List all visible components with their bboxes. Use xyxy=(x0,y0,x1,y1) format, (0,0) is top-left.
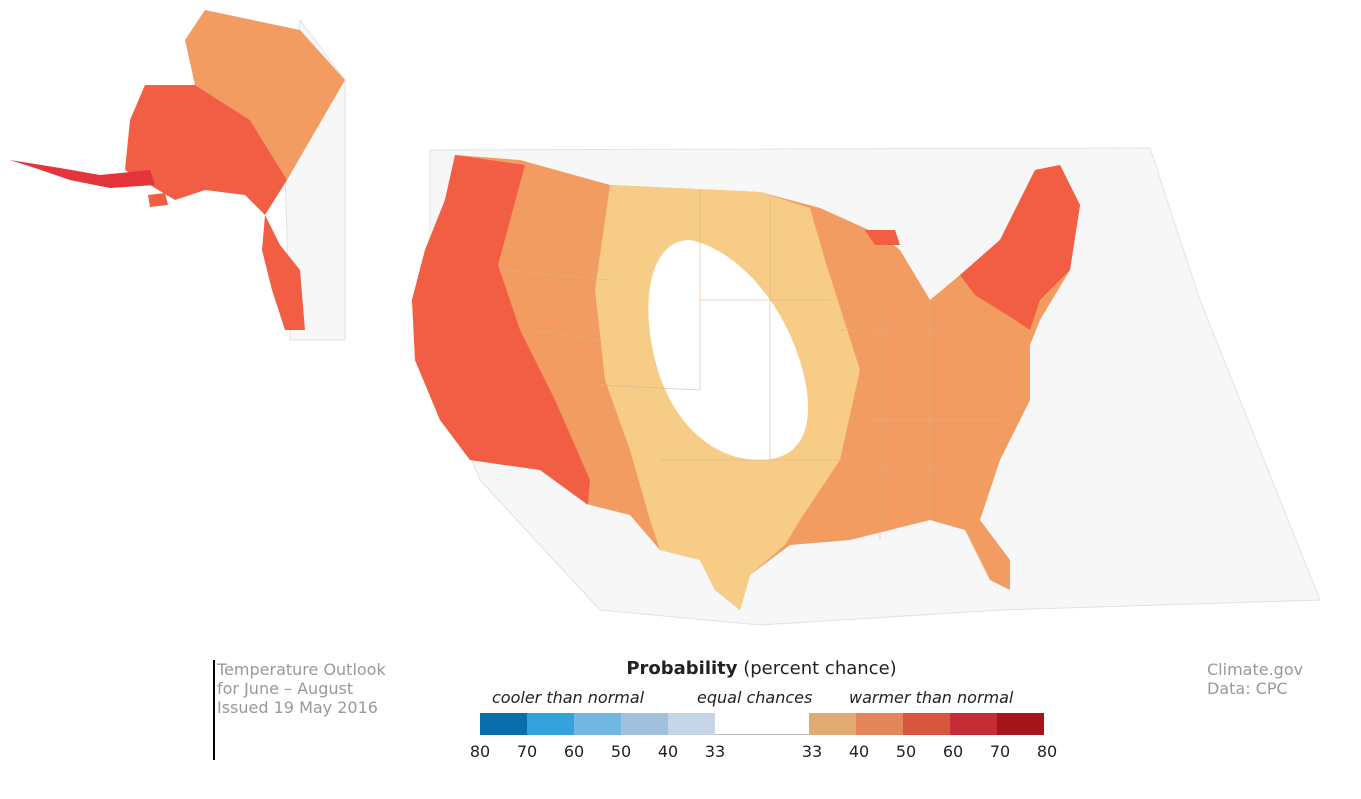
legend-swatch-equal xyxy=(715,713,809,735)
legend-swatch-cool-1 xyxy=(527,713,574,735)
legend-swatch-warm-3 xyxy=(950,713,997,735)
conus xyxy=(412,155,1080,610)
title-line-1: Temperature Outlook xyxy=(217,660,386,679)
legend-title: Probability (percent chance) xyxy=(480,658,1043,679)
legend-title-bold: Probability xyxy=(626,658,738,679)
kodiak-island xyxy=(148,193,168,207)
aleutian-islands xyxy=(10,160,155,188)
legend-warmer-label: warmer than normal xyxy=(849,688,1014,707)
title-line-3: Issued 19 May 2016 xyxy=(217,698,378,717)
west-coast-region xyxy=(412,155,590,505)
credit-source: Climate.gov xyxy=(1207,660,1304,679)
legend-tick-warm-1: 40 xyxy=(848,742,870,761)
legend-swatch-cool-0 xyxy=(480,713,527,735)
legend-swatch-warm-0 xyxy=(809,713,856,735)
alaska-west-region xyxy=(125,85,287,215)
legend-tick-cool-5: 33 xyxy=(704,742,726,761)
legend-swatch-warm-2 xyxy=(903,713,950,735)
credit-block: Climate.gov Data: CPC xyxy=(1207,660,1303,698)
alaska-southeast-panhandle xyxy=(262,215,305,330)
outlook-map xyxy=(10,10,1321,626)
legend-swatch-cool-4 xyxy=(668,713,715,735)
legend-swatch-cool-3 xyxy=(621,713,668,735)
legend-title-rest: (percent chance) xyxy=(737,658,897,679)
legend-tick-cool-1: 70 xyxy=(516,742,538,761)
legend-tick-warm-4: 70 xyxy=(989,742,1011,761)
legend-swatch-warm-1 xyxy=(856,713,903,735)
legend-tick-warm-2: 50 xyxy=(895,742,917,761)
northeast-region xyxy=(960,165,1080,330)
equal-chances-region xyxy=(648,240,808,460)
michigan-tip-region xyxy=(865,230,900,245)
legend-tick-warm-5: 80 xyxy=(1036,742,1058,761)
legend-tick-warm-0: 33 xyxy=(801,742,823,761)
legend-tick-cool-4: 40 xyxy=(657,742,679,761)
alaska xyxy=(10,10,345,330)
state-borders xyxy=(499,190,1000,540)
outlook-title-block: Temperature Outlook for June – August Is… xyxy=(213,660,386,760)
legend-tick-cool-3: 50 xyxy=(610,742,632,761)
credit-data: Data: CPC xyxy=(1207,679,1288,698)
legend-swatch-cool-2 xyxy=(574,713,621,735)
legend-tick-cool-0: 80 xyxy=(469,742,491,761)
title-line-2: for June – August xyxy=(217,679,354,698)
legend-tick-cool-2: 60 xyxy=(563,742,585,761)
legend-tick-warm-3: 60 xyxy=(942,742,964,761)
alaska-east-region xyxy=(185,10,345,180)
legend-cooler-label: cooler than normal xyxy=(492,688,645,707)
legend-equal-label: equal chances xyxy=(697,688,813,707)
legend-swatch-warm-4 xyxy=(997,713,1044,735)
